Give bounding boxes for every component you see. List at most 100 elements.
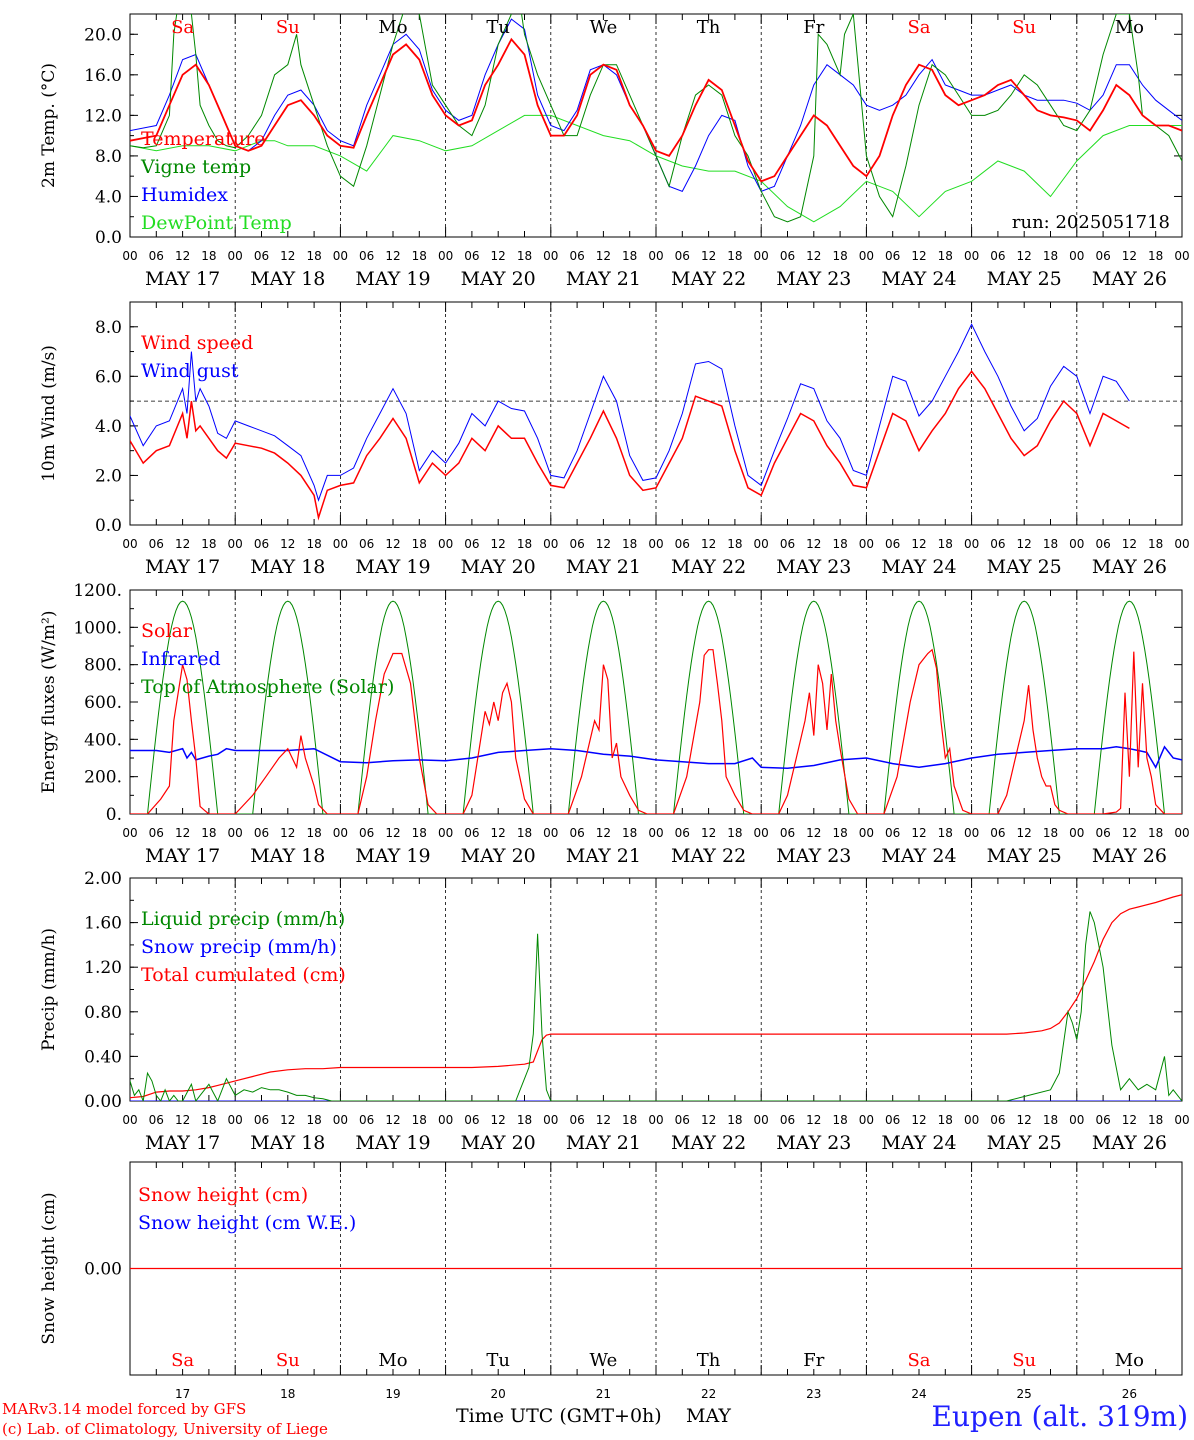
day-label: MAY 21 (566, 845, 641, 867)
hour-tick-label: 00 (228, 1113, 243, 1127)
hour-tick-label: 00 (964, 826, 979, 840)
hour-tick-label: 12 (491, 537, 506, 551)
hour-tick-label: 06 (675, 249, 690, 263)
legend-total-cumulated-cm-: Total cumulated (cm) (141, 964, 346, 986)
hour-tick-label: 18 (622, 826, 637, 840)
hour-tick-label: 12 (280, 537, 295, 551)
hour-tick-label: 00 (964, 1113, 979, 1127)
y-tick-label: 0.80 (84, 1003, 122, 1023)
day-label: MAY 25 (987, 845, 1062, 867)
hour-tick-label: 00 (438, 1113, 453, 1127)
hour-tick-label: 18 (832, 537, 847, 551)
weekday-label: Th (697, 17, 721, 38)
lab-credit: (c) Lab. of Climatology, University of L… (2, 1420, 328, 1438)
hour-tick-label: 00 (438, 826, 453, 840)
hour-tick-label: 18 (622, 249, 637, 263)
day-label: MAY 24 (881, 845, 956, 867)
hour-tick-label: 06 (359, 826, 374, 840)
hour-tick-label: 06 (675, 826, 690, 840)
hour-tick-label: 00 (543, 1113, 558, 1127)
day-label: MAY 19 (355, 268, 430, 290)
panel-snow: 0.00 Snow height (cm) Snow height (cm) Snow… (39, 1161, 1183, 1401)
hour-tick-label: 06 (1095, 1113, 1110, 1127)
legend-snow-precip-mm-h-: Snow precip (mm/h) (141, 936, 337, 958)
hour-tick-label: 18 (1043, 826, 1058, 840)
hour-tick-label: 00 (1174, 249, 1189, 263)
hour-tick-label: 18 (412, 249, 427, 263)
station-name: Eupen (alt. 319m) (931, 1400, 1188, 1433)
y-tick-label: 4.0 (95, 187, 122, 207)
hour-tick-label: 18 (727, 1113, 742, 1127)
plot-frame (129, 589, 1183, 815)
day-label: MAY 17 (145, 1132, 220, 1154)
hour-tick-label: 00 (1174, 537, 1189, 551)
y-tick-label: 2.00 (84, 869, 122, 889)
hour-tick-label: 12 (1122, 1113, 1137, 1127)
hour-tick-label: 12 (1017, 826, 1032, 840)
hour-tick-label: 06 (359, 537, 374, 551)
hour-tick-label: 12 (491, 826, 506, 840)
hour-tick-label: 00 (122, 1113, 137, 1127)
hour-tick-label: 12 (1017, 537, 1032, 551)
hour-tick-label: 06 (149, 249, 164, 263)
hour-tick-label: 06 (675, 1113, 690, 1127)
hour-tick-label: 18 (412, 1113, 427, 1127)
hour-tick-label: 12 (1017, 1113, 1032, 1127)
y-tick-label: 1000. (73, 618, 122, 638)
day-label: MAY 22 (671, 556, 746, 578)
day-label: MAY 21 (566, 268, 641, 290)
series-line-wind-speed (130, 370, 1130, 521)
hour-tick-label: 06 (885, 1113, 900, 1127)
y-tick-label: 0.40 (84, 1047, 122, 1067)
day-label: MAY 19 (355, 556, 430, 578)
hour-tick-label: 18 (517, 826, 532, 840)
hour-tick-label: 06 (885, 826, 900, 840)
weekday-label: Su (276, 17, 300, 38)
hour-tick-label: 12 (1122, 537, 1137, 551)
hour-tick-label: 12 (701, 249, 716, 263)
hour-tick-label: 18 (938, 249, 953, 263)
hour-tick-label: 06 (780, 826, 795, 840)
series-line-solar (130, 648, 1182, 814)
hour-tick-label: 06 (149, 537, 164, 551)
plot-frame (129, 301, 1183, 526)
hour-tick-label: 06 (254, 1113, 269, 1127)
panel-temperature: 0.0 4.0 8.0 12.0 16.0 20.0 2m Temp. (°C) Temper… (39, 13, 1190, 290)
day-label: MAY 25 (987, 1132, 1062, 1154)
hour-tick-label: 00 (754, 537, 769, 551)
hour-tick-label: 06 (149, 826, 164, 840)
day-number-label: 25 (1017, 1387, 1032, 1401)
hour-tick-label: 18 (517, 537, 532, 551)
hour-tick-label: 12 (701, 826, 716, 840)
panel-precip: 0.00 0.40 0.80 1.20 1.60 2.00 Precip (mm/h) Liq… (39, 869, 1190, 1154)
hour-tick-label: 18 (1043, 249, 1058, 263)
hour-tick-label: 00 (122, 826, 137, 840)
day-label: MAY 23 (776, 268, 851, 290)
day-label: MAY 24 (881, 1132, 956, 1154)
y-tick-label: 600. (84, 693, 122, 713)
day-label: MAY 24 (881, 268, 956, 290)
weekday-label: Tu (486, 17, 510, 38)
y-tick-label: 0.00 (84, 1260, 122, 1280)
hour-tick-label: 18 (306, 826, 321, 840)
day-number-label: 20 (491, 1387, 506, 1401)
hour-tick-label: 00 (1069, 249, 1084, 263)
hour-tick-label: 06 (990, 537, 1005, 551)
hour-tick-label: 00 (964, 249, 979, 263)
day-label: MAY 21 (566, 1132, 641, 1154)
hour-tick-label: 12 (385, 826, 400, 840)
day-label: MAY 22 (671, 845, 746, 867)
hour-tick-label: 18 (1148, 249, 1163, 263)
hour-tick-label: 12 (280, 1113, 295, 1127)
hour-tick-label: 00 (228, 826, 243, 840)
weekday-label: Mo (378, 17, 407, 38)
hour-tick-label: 06 (885, 537, 900, 551)
day-label: MAY 25 (987, 268, 1062, 290)
weekday-label: Sa (171, 1350, 194, 1371)
y-tick-label: 0.00 (84, 1092, 122, 1112)
model-credit: MARv3.14 model forced by GFS (2, 1400, 247, 1418)
y-tick-label: 0.0 (95, 516, 122, 536)
day-label: MAY 17 (145, 845, 220, 867)
hour-tick-label: 12 (806, 249, 821, 263)
hour-tick-label: 00 (648, 249, 663, 263)
